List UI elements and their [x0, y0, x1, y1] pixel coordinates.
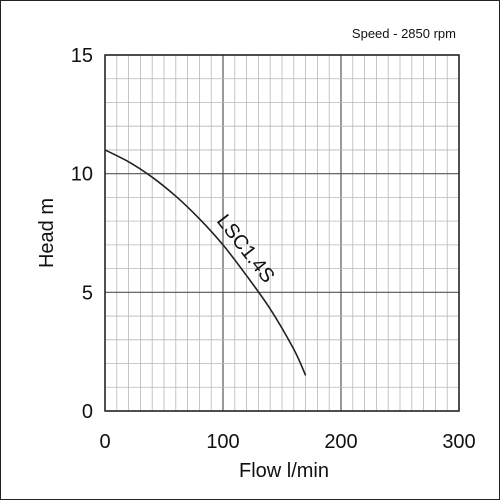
y-tick-label: 10	[71, 164, 93, 186]
series-line-lsc14s	[104, 149, 307, 376]
plot-border	[104, 54, 460, 412]
y-tick-label: 0	[82, 401, 93, 423]
x-tick-label: 300	[442, 431, 475, 453]
x-tick-label: 200	[324, 431, 357, 453]
series-label-lsc14s: LSC1.4S	[212, 211, 279, 288]
y-tick-label: 5	[82, 282, 93, 304]
tick-labels: 0 100 200 300 0 5 10 15	[71, 45, 476, 453]
grid	[104, 54, 460, 412]
speed-annotation: Speed - 2850 rpm	[352, 26, 456, 41]
x-tick-label: 0	[99, 431, 110, 453]
x-axis-label: Flow l/min	[239, 460, 329, 482]
y-tick-label: 15	[71, 45, 93, 67]
y-axis-label: Head m	[36, 198, 58, 268]
x-tick-label: 100	[206, 431, 239, 453]
